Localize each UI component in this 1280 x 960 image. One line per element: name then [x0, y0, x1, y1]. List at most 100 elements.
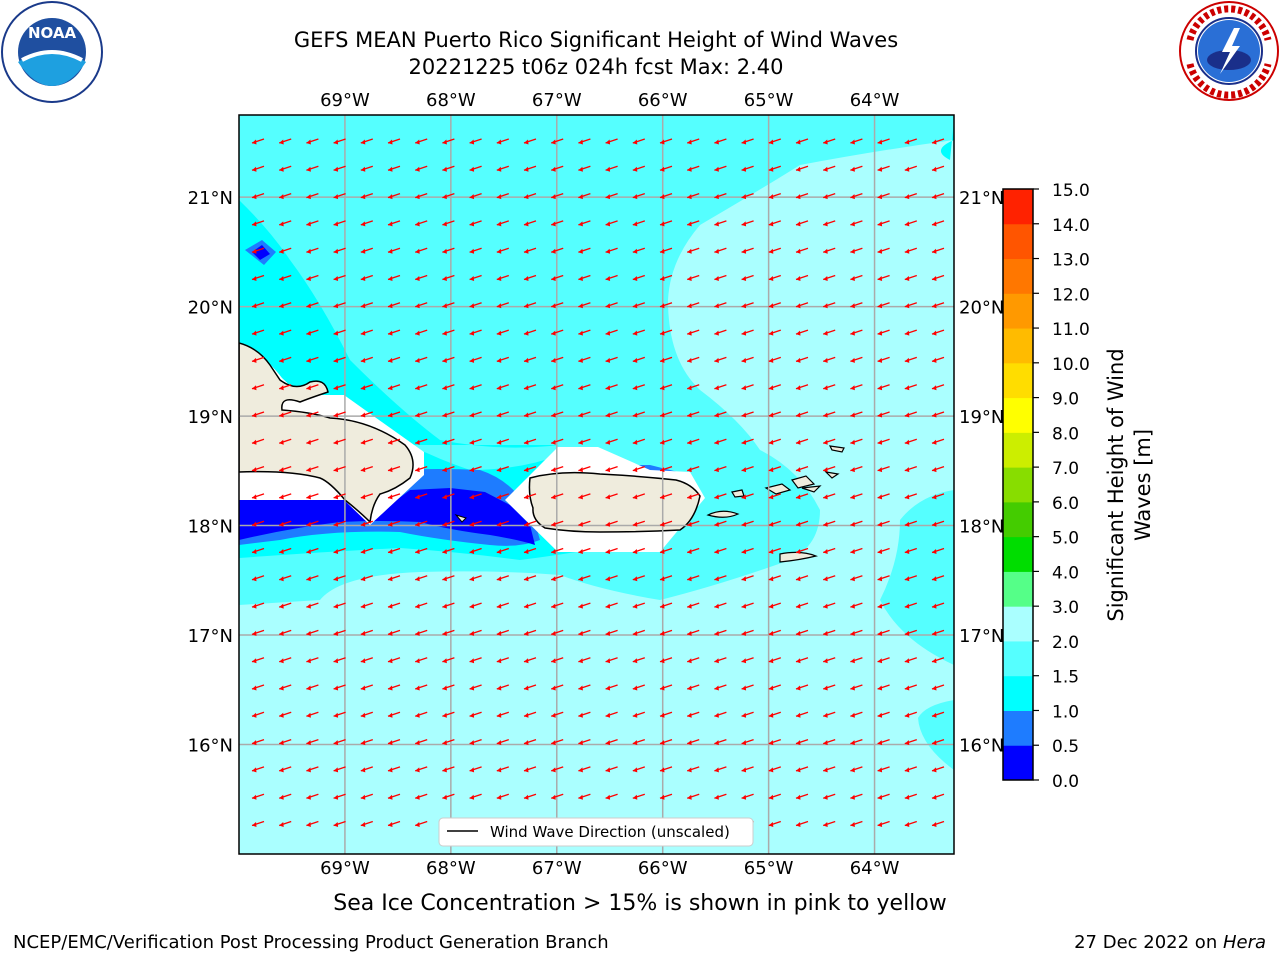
wind-wave-arrow	[523, 766, 537, 773]
wind-wave-arrow	[578, 438, 591, 445]
lat-label-right: 19°N	[959, 407, 1004, 428]
wind-wave-arrow	[686, 520, 700, 527]
wind-wave-arrow	[822, 438, 836, 445]
wind-wave-arrow	[768, 738, 782, 746]
wind-wave-arrow	[714, 356, 727, 363]
wind-wave-arrow	[496, 138, 510, 145]
wind-wave-arrow	[768, 657, 782, 664]
wind-wave-arrow	[795, 738, 809, 746]
wind-wave-arrow	[387, 684, 401, 691]
wind-wave-arrow	[442, 711, 455, 718]
wind-wave-arrow	[360, 602, 374, 609]
wind-wave-arrow	[496, 493, 510, 500]
wind-wave-arrow	[333, 820, 346, 827]
wind-wave-arrow	[278, 629, 292, 636]
wind-wave-arrow	[850, 575, 863, 582]
wind-wave-arrow	[387, 165, 401, 172]
wind-wave-arrow	[306, 520, 319, 527]
wind-wave-arrow	[659, 602, 673, 609]
wind-wave-arrow	[360, 411, 374, 418]
wind-wave-arrow	[822, 465, 836, 473]
wind-wave-arrow	[632, 629, 646, 636]
wind-wave-arrow	[714, 766, 727, 773]
wind-wave-arrow	[632, 220, 646, 227]
wind-wave-arrow	[523, 493, 537, 500]
wind-wave-arrow	[469, 465, 482, 473]
wind-wave-arrow	[278, 220, 292, 227]
wind-wave-arrow	[904, 384, 918, 391]
wind-wave-arrow	[741, 629, 754, 636]
wind-wave-arrow	[523, 274, 537, 281]
wind-wave-arrow	[768, 438, 782, 445]
colorbar-segment	[1003, 745, 1033, 781]
wind-wave-arrow	[442, 384, 455, 391]
wind-wave-arrow	[550, 711, 564, 718]
wind-wave-arrow	[686, 711, 700, 718]
wind-wave-arrow	[632, 766, 646, 773]
wind-wave-arrow	[578, 711, 591, 718]
wind-wave-arrow	[686, 602, 700, 609]
wind-wave-arrow	[659, 738, 673, 746]
wind-wave-arrow	[550, 493, 564, 500]
wind-wave-arrow	[578, 793, 591, 800]
wind-wave-arrow	[523, 602, 537, 609]
wind-wave-arrow	[877, 684, 890, 691]
wind-wave-arrow	[795, 411, 809, 418]
wind-wave-arrow	[550, 247, 564, 254]
wind-wave-arrow	[850, 438, 863, 445]
wind-wave-arrow	[414, 629, 428, 636]
wind-wave-arrow	[795, 220, 809, 227]
colorbar-tick-label: 13.0	[1052, 251, 1090, 271]
wind-wave-arrow	[605, 465, 618, 473]
wind-wave-arrow	[442, 138, 455, 145]
wind-wave-arrow	[686, 493, 700, 500]
wind-wave-arrow	[578, 165, 591, 172]
wind-wave-arrow	[931, 657, 945, 664]
wind-wave-arrow	[469, 657, 482, 664]
wind-wave-arrow	[550, 165, 564, 172]
wind-wave-arrow	[850, 793, 863, 800]
wind-wave-arrow	[387, 820, 401, 827]
wind-wave-arrow	[333, 138, 346, 145]
wind-wave-arrow	[768, 493, 782, 500]
map-title: GEFS MEAN Puerto Rico Significant Height…	[293, 28, 899, 52]
colorbar-segment	[1003, 258, 1033, 294]
wind-wave-arrow	[387, 793, 401, 800]
wind-wave-arrow	[686, 657, 700, 664]
wind-wave-arrow	[278, 411, 292, 418]
wind-wave-arrow	[414, 657, 428, 664]
wind-wave-arrow	[414, 165, 428, 172]
wind-wave-arrow	[414, 820, 428, 827]
wind-wave-arrow	[850, 629, 863, 636]
wind-wave-arrow	[578, 684, 591, 691]
wind-wave-arrow	[306, 493, 319, 500]
wind-wave-arrow	[795, 465, 809, 473]
wind-wave-arrow	[686, 192, 700, 200]
wind-wave-arrow	[931, 602, 945, 609]
wind-wave-arrow	[469, 274, 482, 281]
wind-wave-arrow	[714, 329, 727, 336]
wind-wave-arrow	[904, 438, 918, 445]
wind-wave-arrow	[904, 302, 918, 309]
wind-wave-arrow	[278, 138, 292, 145]
wind-wave-arrow	[741, 575, 754, 582]
legend-label: Wind Wave Direction (unscaled)	[490, 823, 730, 841]
wind-wave-arrow	[877, 138, 890, 145]
wind-wave-arrow	[768, 793, 782, 800]
wind-wave-arrow	[550, 411, 564, 418]
wind-wave-arrow	[850, 657, 863, 664]
wind-wave-arrow	[605, 165, 618, 172]
wind-wave-arrow	[360, 356, 374, 363]
wind-wave-arrow	[523, 247, 537, 254]
wind-wave-arrow	[632, 684, 646, 691]
wind-wave-arrow	[714, 738, 727, 746]
wind-wave-arrow	[605, 520, 618, 527]
wind-wave-arrow	[850, 192, 863, 200]
wind-wave-arrow	[387, 766, 401, 773]
wind-wave-arrow	[469, 302, 482, 309]
date-line: 27 Dec 2022 on Hera	[1074, 932, 1266, 953]
wind-wave-arrow	[496, 465, 510, 473]
wind-wave-arrow	[904, 657, 918, 664]
wind-wave-arrow	[469, 575, 482, 582]
wind-wave-arrow	[333, 602, 346, 609]
